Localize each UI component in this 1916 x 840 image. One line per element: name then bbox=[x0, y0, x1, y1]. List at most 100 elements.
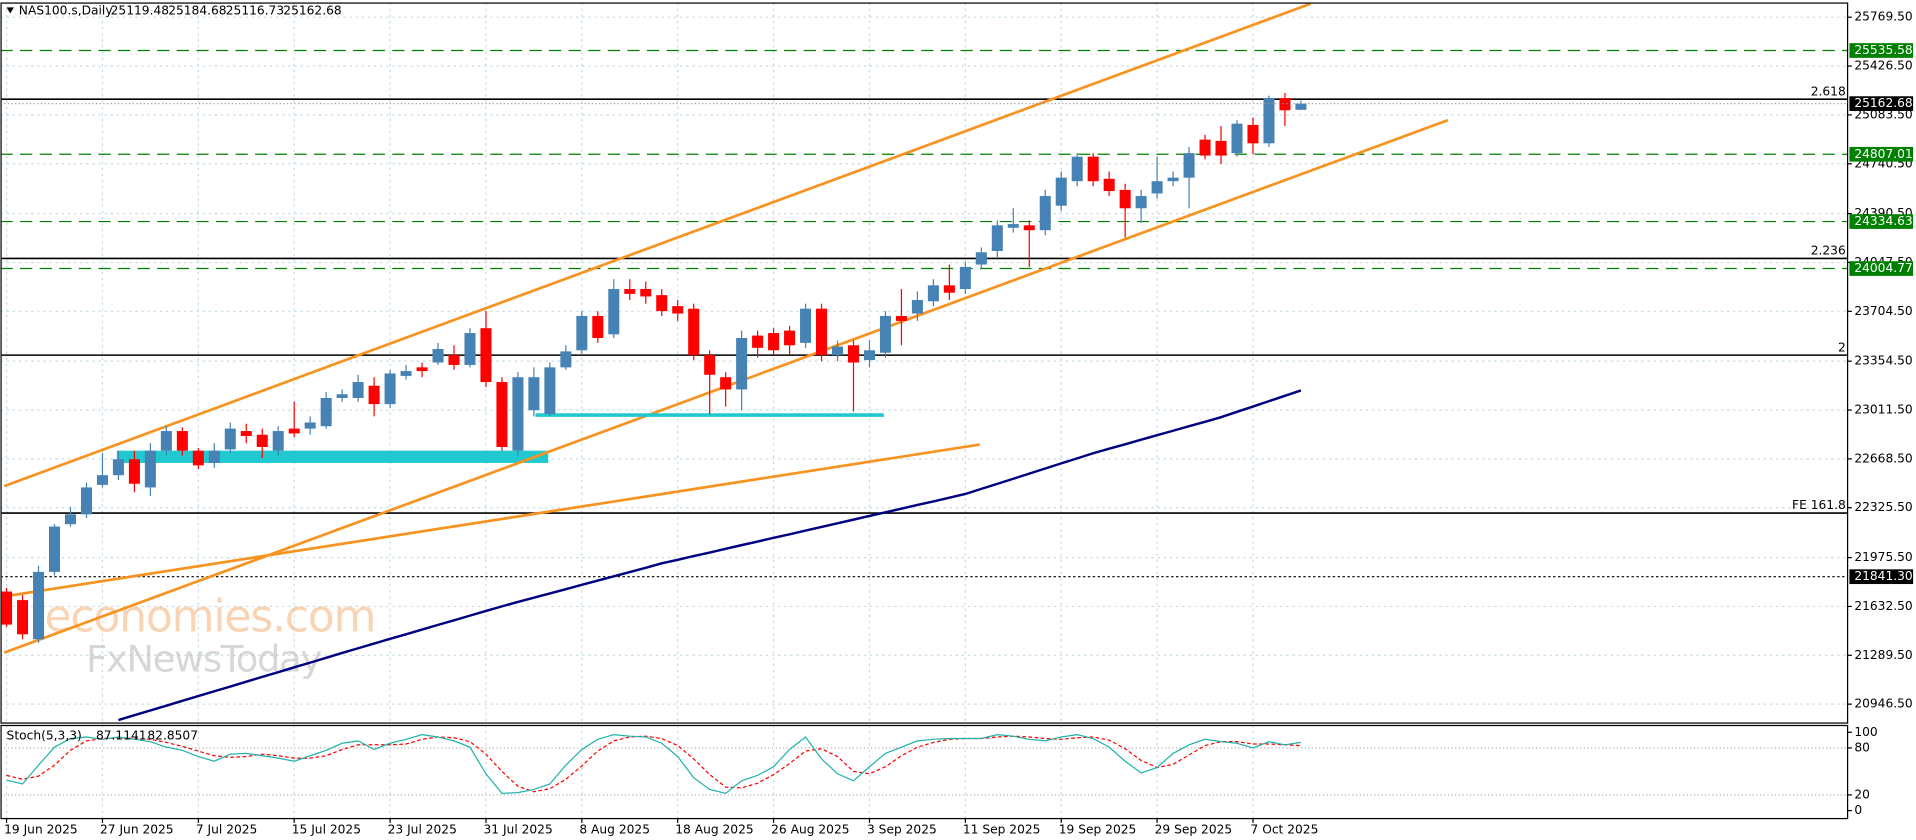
candle-body bbox=[352, 382, 364, 398]
candle-body bbox=[800, 308, 812, 343]
candle-body bbox=[288, 428, 300, 434]
candle-body bbox=[991, 225, 1003, 251]
candle-body bbox=[704, 355, 716, 375]
candle-body bbox=[784, 330, 796, 346]
stoch-y-tick-label: 80 bbox=[1854, 740, 1870, 754]
candle-body bbox=[528, 377, 540, 411]
candle-body bbox=[1, 591, 13, 625]
y-tick-label: 22325.50 bbox=[1854, 500, 1912, 514]
y-tick-label: 23011.50 bbox=[1854, 403, 1912, 417]
level-label: 21841.30 bbox=[1854, 569, 1912, 583]
candle-body bbox=[17, 600, 29, 635]
candle-body bbox=[1231, 123, 1243, 154]
x-tick-label: 11 Sep 2025 bbox=[963, 823, 1041, 837]
watermark: FxNewsToday bbox=[86, 638, 321, 681]
moving-average bbox=[118, 389, 1302, 722]
candle-body bbox=[863, 350, 875, 361]
level-label: 24004.77 bbox=[1854, 261, 1912, 275]
candle-body bbox=[160, 431, 172, 451]
candle-body bbox=[608, 289, 620, 335]
level-label: 25535.58 bbox=[1854, 43, 1912, 57]
y-tick-label: 20946.50 bbox=[1854, 697, 1912, 711]
stoch-y-tick-label: 100 bbox=[1854, 725, 1877, 739]
candle-body bbox=[816, 308, 828, 356]
candle-body bbox=[496, 382, 508, 447]
header-high: 25184.68 bbox=[168, 4, 226, 18]
x-tick-label: 7 Oct 2025 bbox=[1251, 823, 1319, 837]
candle-body bbox=[192, 450, 204, 466]
candle-body bbox=[688, 308, 700, 356]
candle-body bbox=[1167, 177, 1179, 182]
candle-body bbox=[943, 285, 955, 293]
candle-body bbox=[1039, 196, 1051, 231]
fib-label: 2.618 bbox=[1811, 84, 1846, 98]
candle-body bbox=[1151, 181, 1163, 194]
candle-body bbox=[1087, 156, 1099, 182]
candle-body bbox=[847, 345, 859, 363]
candle-body bbox=[672, 306, 684, 314]
x-tick-label: 3 Sep 2025 bbox=[867, 823, 937, 837]
y-tick-label: 23704.50 bbox=[1854, 304, 1912, 318]
x-tick-label: 23 Jul 2025 bbox=[388, 823, 457, 837]
candle-body bbox=[544, 367, 556, 414]
candle-body bbox=[752, 335, 764, 348]
candle-body bbox=[576, 315, 588, 351]
level-label-box bbox=[1849, 261, 1914, 276]
level-label: 24807.01 bbox=[1854, 147, 1912, 161]
y-tick-label: 23354.50 bbox=[1854, 354, 1912, 368]
level-label-box bbox=[1849, 146, 1914, 162]
candle-body bbox=[1183, 153, 1195, 178]
fib-label: FE 161.8 bbox=[1792, 498, 1846, 512]
header-low: 25116.73 bbox=[226, 4, 284, 18]
header-open: 25119.48 bbox=[111, 4, 169, 18]
candle-body bbox=[400, 371, 412, 376]
candle-body bbox=[832, 346, 844, 356]
main-frame bbox=[0, 2, 1849, 724]
x-tick-label: 8 Aug 2025 bbox=[579, 823, 650, 837]
candle-body bbox=[895, 315, 907, 321]
candle-body bbox=[927, 285, 939, 302]
chart-title: NAS100.s,Daily bbox=[19, 4, 113, 18]
candle-body bbox=[624, 289, 636, 294]
candle-body bbox=[464, 333, 476, 365]
level-label: 24334.63 bbox=[1854, 214, 1912, 228]
candle-body bbox=[128, 459, 140, 484]
y-tick-label: 21632.50 bbox=[1854, 599, 1912, 613]
x-tick-label: 26 Aug 2025 bbox=[771, 823, 849, 837]
candle-body bbox=[320, 397, 332, 427]
candle-body bbox=[640, 289, 652, 297]
stoch-line bbox=[6, 735, 1301, 793]
candle-body bbox=[224, 428, 236, 450]
menu-arrow bbox=[6, 7, 14, 14]
stoch-signal-value: 82.8507 bbox=[147, 728, 198, 742]
stoch-y-tick-label: 20 bbox=[1854, 787, 1870, 801]
candle-body bbox=[736, 338, 748, 390]
candle-body bbox=[1247, 124, 1259, 144]
stoch-main-value: 87.1141 bbox=[96, 728, 147, 742]
level-label-box bbox=[1849, 214, 1914, 229]
candle-body bbox=[911, 299, 923, 314]
y-tick-label: 21289.50 bbox=[1854, 648, 1912, 662]
axis-layer: 25769.5025426.5025083.5024740.5024390.50… bbox=[4, 10, 1914, 837]
candle-body bbox=[240, 431, 252, 437]
x-tick-label: 29 Sep 2025 bbox=[1155, 823, 1233, 837]
y-tick-label: 21975.50 bbox=[1854, 550, 1912, 564]
candle-body bbox=[384, 373, 396, 405]
watermark: economies.com bbox=[45, 592, 376, 643]
x-tick-label: 18 Aug 2025 bbox=[675, 823, 753, 837]
price-label: 25162.68 bbox=[1854, 96, 1912, 110]
candle-body bbox=[112, 459, 124, 476]
level-label-box bbox=[1849, 569, 1914, 585]
stoch-plot bbox=[1, 733, 1847, 796]
candle-body bbox=[144, 450, 156, 488]
x-tick-label: 19 Jun 2025 bbox=[4, 823, 78, 837]
level-label-box bbox=[1849, 43, 1914, 58]
candle-body bbox=[336, 394, 348, 398]
candle-body bbox=[560, 351, 572, 368]
y-tick-label: 25769.50 bbox=[1854, 10, 1912, 24]
candle-body bbox=[879, 315, 891, 353]
candle-body bbox=[448, 355, 460, 365]
zone bbox=[116, 450, 549, 463]
